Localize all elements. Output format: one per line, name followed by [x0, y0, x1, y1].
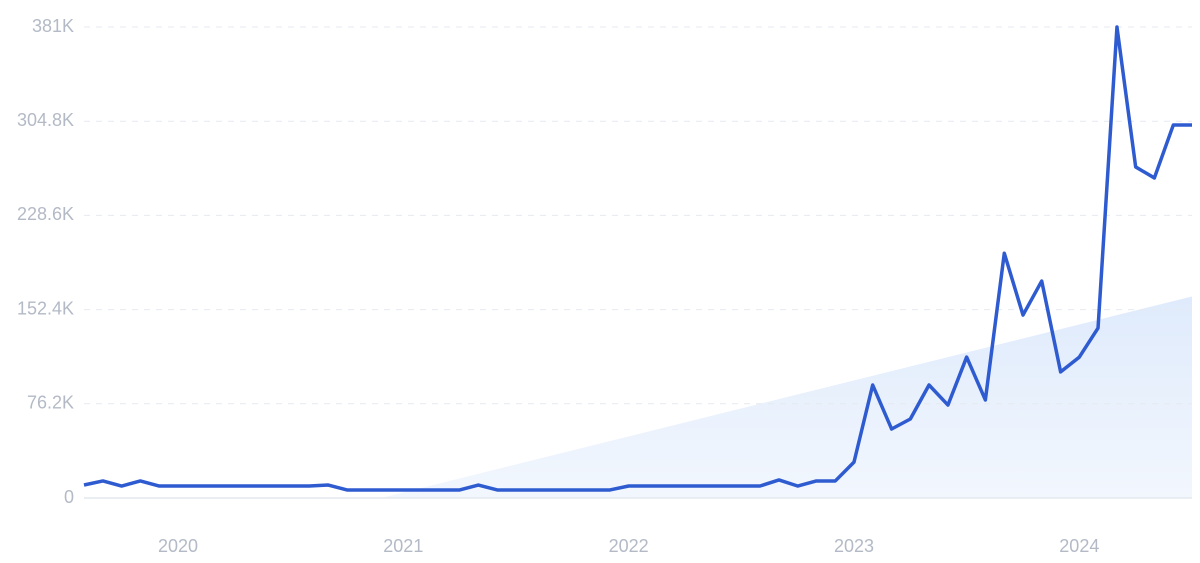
- y-tick-label: 76.2K: [27, 393, 74, 413]
- x-tick-label: 2022: [609, 536, 649, 556]
- y-tick-label: 152.4K: [17, 298, 74, 318]
- x-tick-label: 2024: [1059, 536, 1099, 556]
- y-tick-label: 304.8K: [17, 110, 74, 130]
- y-tick-label: 381K: [32, 16, 74, 36]
- y-tick-label: 0: [64, 487, 74, 507]
- trend-area: [380, 296, 1192, 498]
- x-tick-label: 2023: [834, 536, 874, 556]
- y-tick-label: 228.6K: [17, 204, 74, 224]
- x-tick-label: 2021: [383, 536, 423, 556]
- line: [83, 25, 1192, 492]
- x-tick-label: 2020: [158, 536, 198, 556]
